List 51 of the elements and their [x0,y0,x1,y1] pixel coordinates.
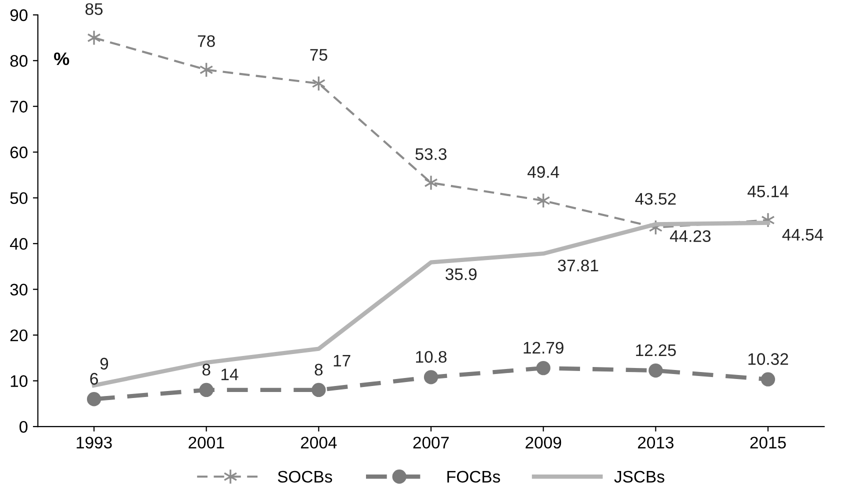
data-label: 9 [100,358,108,370]
point [648,363,663,378]
y-tick-label: 20 [10,329,28,342]
point [199,382,214,398]
data-label: 12.79 [524,342,564,354]
legend-label: FOCBs [447,470,500,483]
y-tick-label: 60 [10,146,28,158]
data-label: 53.3 [415,148,446,160]
data-label: 49.4 [528,166,560,178]
data-label: 44.54 [782,228,824,241]
point [312,382,326,398]
x-tick-label: 2009 [526,436,562,449]
data-label: 14 [222,368,238,380]
data-label: 75 [310,49,328,61]
x-tick-label: 2004 [300,436,337,449]
data-label: 6 [90,372,98,385]
x-tick-label: 2007 [413,436,449,449]
data-label: 8 [202,364,210,376]
data-label: 17 [334,354,350,366]
x-tick-label: 1993 [76,436,112,449]
y-axis-title: % [54,52,70,66]
data-label: 37.81 [558,260,598,272]
data-label: 8 [314,364,323,376]
y-tick-label: 40 [10,238,28,250]
y-tick-label: 0 [20,420,28,433]
data-label: 35.9 [446,268,477,280]
data-label: 44.23 [670,230,711,242]
y-tick-label: 10 [10,375,28,388]
point [86,392,102,406]
legend-label: JSCBs [614,470,664,483]
y-tick-label: 30 [10,284,28,296]
data-label: 10.8 [416,350,447,363]
x-tick-label: 2013 [638,436,674,449]
data-label: 43.52 [635,192,676,205]
y-tick-label: 80 [10,55,28,67]
y-tick-label: 70 [10,100,28,113]
point [536,360,550,376]
x-tick-label: 2001 [188,436,224,449]
legend-label: SOCBs [278,470,332,483]
y-tick-label: 50 [10,192,28,204]
point [87,30,101,46]
point [760,372,776,386]
y-tick-label: 90 [10,9,28,22]
point [424,370,438,384]
data-label: 10.32 [748,353,788,365]
data-label: 85 [85,3,103,16]
x-tick-label: 2015 [750,436,786,449]
data-label: 12.25 [636,344,676,356]
data-label: 78 [198,35,215,48]
point [424,174,438,191]
data-label: 45.14 [748,186,788,198]
